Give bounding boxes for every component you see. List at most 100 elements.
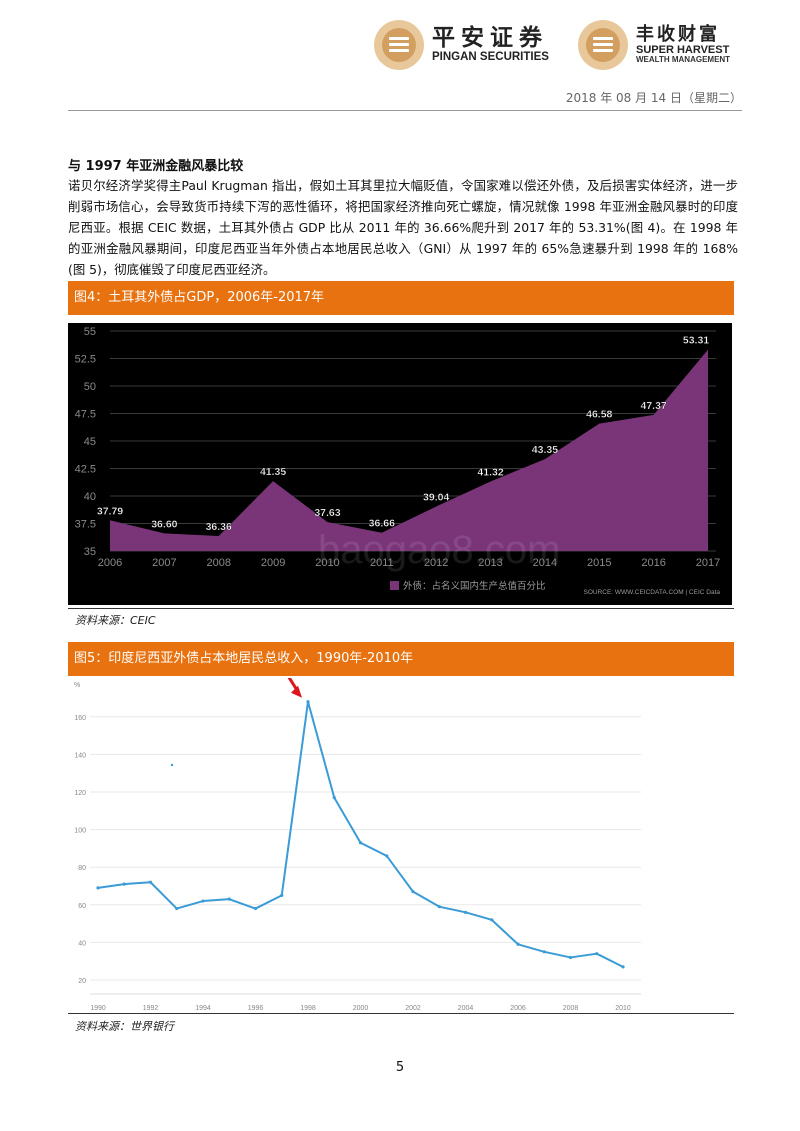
figure4-data-label: 47.37 (640, 400, 666, 412)
figure5-data-point (148, 880, 153, 884)
figure4-data-label: 36.36 (206, 521, 232, 533)
figure5-source: 资料来源：世界银行 (75, 1020, 174, 1033)
figure4-divider (68, 608, 734, 609)
figure5-data-point (122, 882, 126, 886)
figure5-xtick-label: 2004 (458, 1005, 474, 1012)
figure5-xtick-label: 1994 (195, 1005, 211, 1012)
figure5-svg: % 20 40 60 80 100 120 140 160 1990 1992 1994 1996 199… (74, 674, 641, 1012)
figure5-data-point (595, 952, 599, 956)
figure5-xtick-label: 1996 (248, 1005, 264, 1012)
page-number: 5 (395, 1060, 405, 1075)
figure4-legend-label: 外债：占名义国内生产总值百分比 (403, 580, 546, 592)
figure5-xtick-label: 1998 (300, 1005, 316, 1012)
figure4-legend-swatch (390, 581, 399, 590)
super-harvest-logo-en2: WEALTH MANAGEMENT (636, 55, 731, 65)
figure4-data-label: 53.31 (683, 335, 709, 347)
figure4-xtick-label: 2017 (696, 557, 720, 569)
figure5-data-point (621, 965, 625, 969)
figure5-data-point (332, 796, 336, 800)
figure5-data-point (280, 893, 284, 897)
figure4-data-label: 43.35 (532, 444, 558, 456)
figure5-data-point (385, 854, 389, 858)
figure4-ytick-label: 40 (84, 491, 96, 503)
figure5-xtick-label: 2000 (353, 1005, 369, 1012)
figure4-data-label: 46.58 (586, 409, 612, 421)
figure4-ytick-label: 47.5 (75, 409, 96, 421)
figure4-xtick-label: 2008 (206, 557, 230, 569)
pingan-logo-en: PINGAN SECURITIES (432, 51, 549, 64)
figure5-ytick-label: 20 (78, 978, 86, 985)
figure4-xtick-label: 2009 (261, 557, 285, 569)
figure5-chart: % 20 40 60 80 100 120 140 160 1990 1992 1994 1996 199… (68, 674, 732, 1015)
pingan-logo-cn: 平安证券 (432, 25, 548, 52)
figure4-source-credit: SOURCE: WWW.CEICDATA.COM | CEIC Data (583, 589, 720, 596)
header-divider (68, 110, 742, 111)
figure5-ytick-label: 140 (74, 752, 86, 759)
figure5-xtick-label: 2006 (510, 1005, 526, 1012)
figure4-chart: 35 37.5 40 42.5 45 47.5 50 52.5 55 baogao8.com 37.… (68, 323, 732, 605)
figure5-data-point (516, 942, 520, 946)
figure5-xtick-label: 1992 (143, 1005, 159, 1012)
figure4-xtick-label: 2013 (478, 557, 502, 569)
figure4-xtick-label: 2014 (533, 557, 557, 569)
figure4-data-label: 36.60 (151, 518, 177, 530)
figure5-unit-label: % (74, 682, 80, 689)
figure5-data-point (227, 897, 231, 901)
figure5-ytick-label: 40 (78, 940, 86, 947)
figure5-divider (68, 1013, 734, 1014)
figure5-xtick-label: 2008 (563, 1005, 579, 1012)
figure5-data-point (96, 886, 100, 890)
figure4-xtick-label: 2016 (641, 557, 665, 569)
figure4-data-label: 41.35 (260, 466, 286, 478)
figure4-ytick-label: 55 (84, 326, 96, 338)
figure5-ytick-label: 60 (78, 903, 86, 910)
figure5-data-point (568, 955, 573, 960)
figure4-xtick-label: 2006 (98, 557, 122, 569)
figure5-data-point (358, 841, 363, 845)
figure5-data-point (542, 950, 546, 954)
figure5-ytick-label: 160 (74, 715, 86, 722)
figure4-data-label: 39.04 (423, 492, 449, 504)
figure4-source: 资料来源：CEIC (75, 614, 156, 627)
figure4-data-label: 36.66 (369, 518, 395, 530)
figure5-data-point (463, 910, 468, 914)
super-harvest-logo-en1: SUPER HARVEST (636, 43, 730, 56)
figure5-data-point (253, 906, 258, 911)
figure4-watermark: baogao8.com (318, 528, 560, 572)
section-paragraph: 诺贝尔经济学奖得主Paul Krugman 指出，假如土耳其里拉大幅贬值，令国家… (68, 178, 738, 277)
figure4-xtick-label: 2012 (424, 557, 448, 569)
figure5-stray-dot (170, 763, 174, 767)
super-harvest-logo-cn: 丰收财富 (636, 23, 720, 45)
figure4-xtick-label: 2007 (152, 557, 176, 569)
figure5-data-point (437, 905, 441, 909)
section-title: 与 1997 年亚洲金融风暴比较 (68, 159, 244, 174)
figure5-data-point (306, 700, 310, 704)
figure4-xtick-label: 2015 (587, 557, 611, 569)
figure5-header: 图5：印度尼西亚外债占本地居民总收入，1990年-2010年 (68, 642, 734, 676)
figure5-xtick-label: 1990 (90, 1005, 106, 1012)
figure5-line-series (97, 700, 624, 968)
super-harvest-logo-icon (578, 20, 628, 70)
figure5-ytick-label: 120 (74, 790, 86, 797)
figure5-data-point (411, 890, 415, 894)
figure4-ytick-label: 50 (84, 381, 96, 393)
figure5-xtick-label: 2010 (615, 1005, 631, 1012)
pingan-logo-icon (374, 20, 424, 70)
figure4-svg: 35 37.5 40 42.5 45 47.5 50 52.5 55 baogao8.com 37.… (75, 326, 721, 596)
figure5-data-point (490, 918, 494, 922)
figure4-xtick-label: 2011 (370, 557, 394, 569)
figure4-ytick-label: 52.5 (75, 354, 96, 366)
figure4-data-label: 37.79 (97, 505, 123, 517)
figure4-ytick-label: 45 (84, 436, 96, 448)
figure4-data-label: 37.63 (314, 507, 340, 519)
figure4-data-label: 41.32 (477, 466, 503, 478)
figure4-header: 图4：土耳其外债占GDP，2006年-2017年 (68, 281, 734, 315)
peak-arrow-icon (286, 674, 302, 698)
super-harvest-logo: 丰收财富 SUPER HARVEST WEALTH MANAGEMENT (578, 20, 730, 70)
figure4-xtick-label: 2010 (315, 557, 339, 569)
figure4-ytick-label: 37.5 (75, 519, 96, 531)
figure5-ytick-label: 100 (74, 828, 86, 835)
figure5-data-point (175, 906, 179, 911)
figure5-data-point (201, 899, 205, 903)
figure4-area-series (110, 349, 708, 551)
